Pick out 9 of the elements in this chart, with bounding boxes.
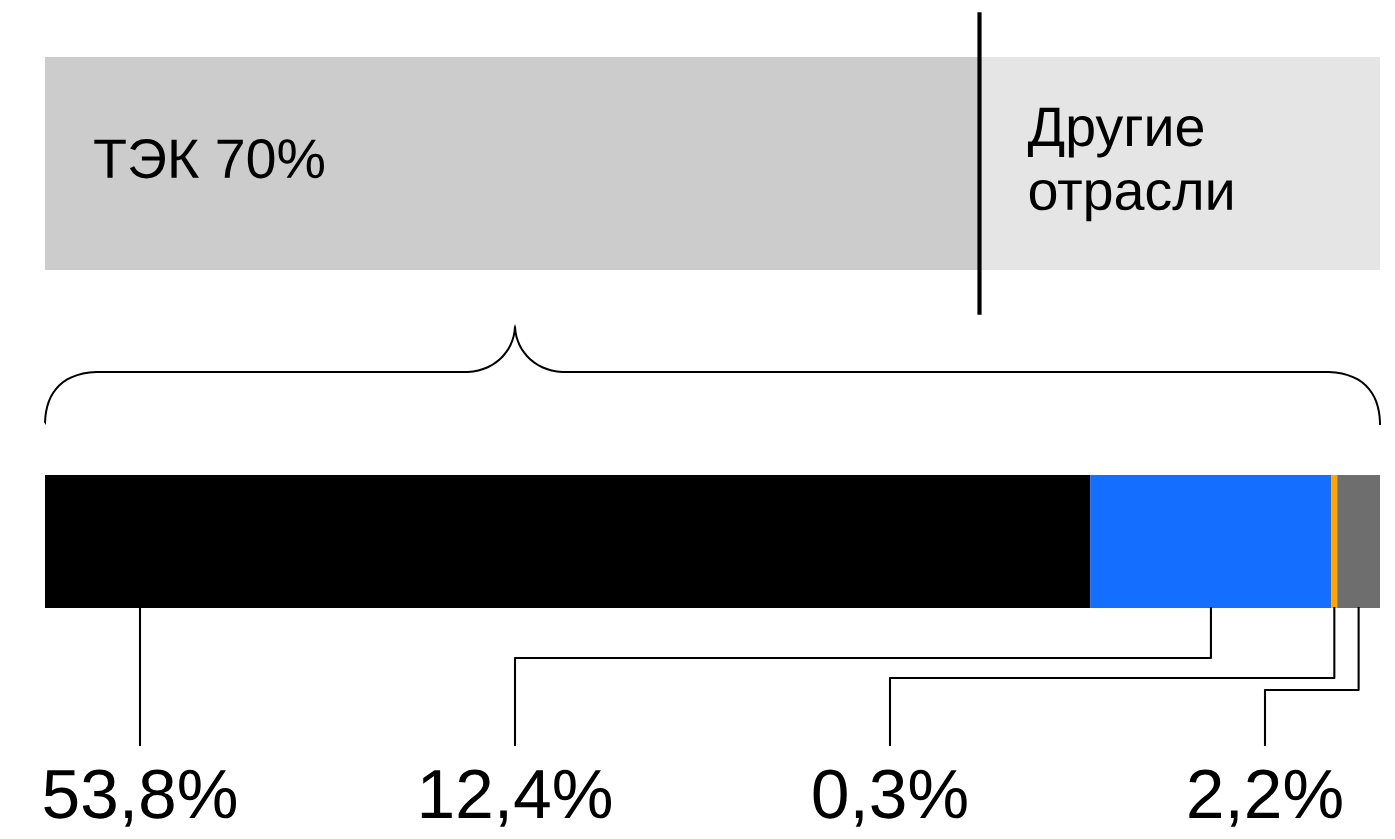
data-label: 53,8% (44, 769, 236, 827)
data-label: 2,2% (1189, 769, 1342, 827)
data-label: ТЭК 70% (94, 139, 324, 179)
data-label: 0,3% (813, 769, 967, 827)
bar (1337, 475, 1380, 608)
data-label: Другие отрасли (1027, 107, 1232, 222)
data-label: 12,4% (421, 769, 611, 827)
bar (1090, 475, 1332, 608)
bar (1331, 475, 1338, 608)
